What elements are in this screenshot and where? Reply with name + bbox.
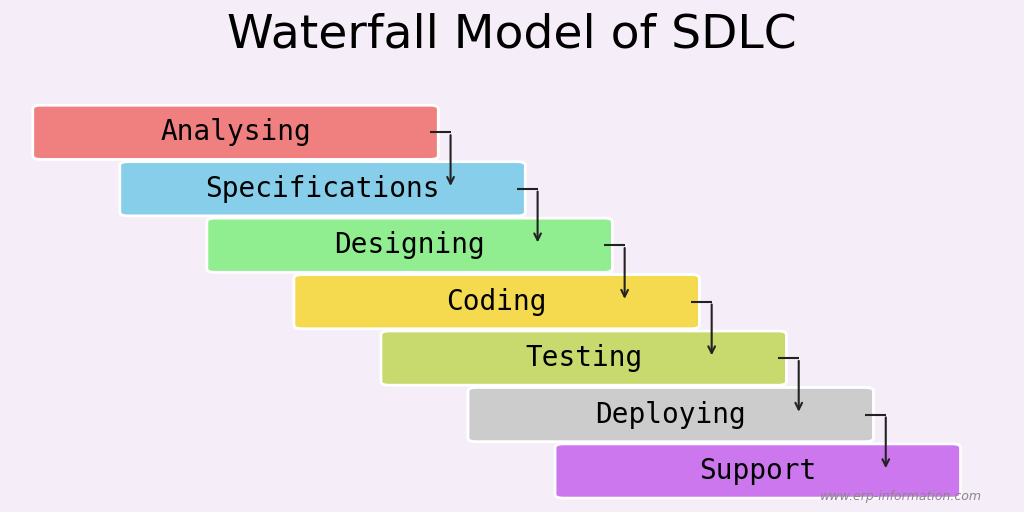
Text: Designing: Designing xyxy=(334,231,485,259)
Text: Waterfall Model of SDLC: Waterfall Model of SDLC xyxy=(227,13,797,58)
FancyBboxPatch shape xyxy=(381,331,786,385)
Text: Coding: Coding xyxy=(446,288,547,316)
Text: Specifications: Specifications xyxy=(205,175,440,203)
FancyBboxPatch shape xyxy=(555,444,961,498)
FancyBboxPatch shape xyxy=(207,218,612,272)
Text: www.erp-information.com: www.erp-information.com xyxy=(820,490,982,503)
FancyBboxPatch shape xyxy=(294,274,699,329)
Text: Deploying: Deploying xyxy=(595,400,746,429)
FancyBboxPatch shape xyxy=(120,162,525,216)
Text: Testing: Testing xyxy=(525,344,642,372)
FancyBboxPatch shape xyxy=(33,105,438,159)
Text: Support: Support xyxy=(699,457,816,485)
FancyBboxPatch shape xyxy=(468,388,873,442)
Text: Analysing: Analysing xyxy=(160,118,311,146)
